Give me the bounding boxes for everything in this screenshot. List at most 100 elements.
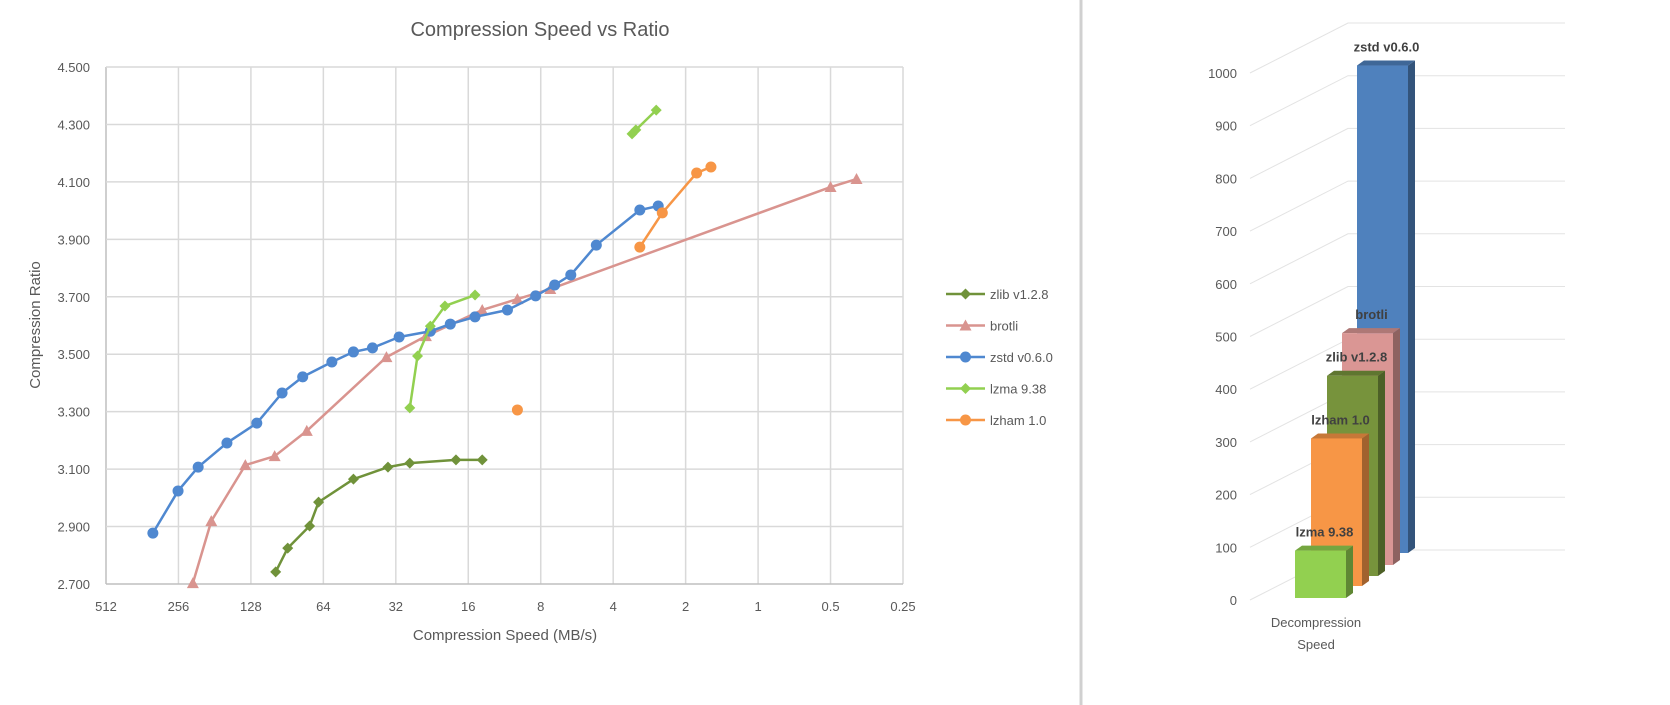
bar-y-tick-label: 300 [1215, 435, 1237, 450]
data-point [268, 450, 281, 462]
bar-y-tick-label: 600 [1215, 277, 1237, 292]
bars: zstd v0.6.0 brotli zlib v1.2.8 lzham 1.0 lzm… [1295, 40, 1419, 598]
data-point [630, 124, 642, 136]
y-tick-label: 3.300 [57, 405, 90, 420]
series-line [151, 204, 659, 534]
data-point [270, 566, 282, 578]
series-group [147, 104, 863, 589]
bar-label: zlib v1.2.8 [1326, 350, 1387, 365]
y-tick-label: 3.700 [57, 290, 90, 305]
bar-y-tick-label: 900 [1215, 119, 1237, 134]
bar-y-tick-label: 0 [1230, 593, 1237, 608]
x-tick-label: 0.5 [822, 599, 840, 614]
data-point [172, 485, 184, 497]
x-axis-label: Compression Speed (MB/s) [413, 627, 597, 644]
legend-marker [959, 319, 972, 331]
bar-y-tick-label: 100 [1215, 540, 1237, 555]
series-line [274, 458, 483, 573]
speed-ratio-chart: Compression Speed vs Ratio 512 256 128 64 32… [27, 19, 1053, 644]
bar-y-tick-label: 500 [1215, 330, 1237, 345]
bar-side [1378, 370, 1385, 576]
series-zlib-v1-2-8 [270, 454, 488, 578]
bar-top [1295, 545, 1353, 551]
data-point [450, 454, 462, 466]
bar-gridline [1249, 286, 1565, 337]
data-point [205, 515, 218, 527]
bar-y-tick-label: 800 [1215, 171, 1237, 186]
x-tick-label: 32 [389, 599, 403, 614]
x-tick-label: 512 [95, 599, 117, 614]
series-zstd-v0-6-0 [147, 200, 664, 539]
legend-marker [960, 414, 971, 426]
y-tick-label: 3.100 [57, 462, 90, 477]
data-point [297, 371, 309, 383]
legend-label: zstd v0.6.0 [990, 350, 1053, 365]
series-line [408, 293, 476, 409]
data-point [565, 269, 577, 281]
data-point [469, 289, 481, 301]
y-tick-label: 3.900 [57, 232, 90, 247]
x-axis-ticks: 512 256 128 64 32 16 8 4 2 1 0.5 0.25 [95, 599, 916, 614]
bar-y-tick-label: 700 [1215, 224, 1237, 239]
bar-gridline [1249, 233, 1565, 285]
legend-label: zlib v1.2.8 [990, 287, 1049, 302]
data-point [444, 318, 456, 330]
data-point [691, 167, 703, 179]
bar-side [1408, 60, 1415, 554]
bar-label: zstd v0.6.0 [1354, 40, 1420, 55]
x-tick-label: 4 [610, 599, 617, 614]
y-tick-label: 4.300 [57, 117, 90, 132]
data-point [186, 577, 199, 589]
legend-label: lzham 1.0 [990, 413, 1046, 428]
data-point [276, 387, 288, 399]
y-tick-label: 4.100 [57, 175, 90, 190]
data-point [476, 454, 488, 466]
bar-gridline [1249, 22, 1565, 74]
grid [105, 66, 904, 585]
bar-y-tick-label: 400 [1215, 382, 1237, 397]
data-point [469, 311, 481, 323]
x-tick-label: 2 [682, 599, 689, 614]
bar-top [1357, 60, 1415, 66]
data-point [412, 350, 424, 362]
data-point [439, 300, 451, 312]
bar-label: brotli [1355, 307, 1388, 322]
legend-item: lzham 1.0 [946, 413, 1046, 428]
bar-top [1342, 328, 1400, 334]
x-tick-label: 8 [537, 599, 544, 614]
legend-item: zstd v0.6.0 [946, 350, 1053, 365]
legend: zlib v1.2.8 brotli zstd v0.6.0 lzma 9.38 lzh… [946, 287, 1053, 428]
bar-category-label-line2: Speed [1297, 637, 1335, 652]
legend-item: zlib v1.2.8 [946, 287, 1049, 302]
x-tick-label: 256 [168, 599, 190, 614]
data-point [239, 459, 252, 471]
legend-marker [960, 351, 971, 363]
data-point [501, 304, 513, 316]
data-point [511, 293, 524, 305]
data-point [634, 204, 646, 216]
data-point [476, 303, 489, 315]
x-tick-label: 64 [316, 599, 330, 614]
data-point [304, 520, 316, 532]
y-tick-label: 2.900 [57, 520, 90, 535]
bar-gridline [1249, 180, 1565, 232]
data-point [404, 402, 416, 414]
data-point [251, 417, 263, 429]
bar-y-ticks: 0 100 200 300 400 500 600 700 800 900 1000 [1208, 66, 1237, 608]
data-point [347, 346, 359, 358]
data-point [705, 161, 717, 173]
bar-label: lzma 9.38 [1296, 525, 1354, 540]
series-line [191, 177, 857, 584]
bar-side [1362, 433, 1369, 586]
data-point [366, 342, 378, 354]
bar-front [1295, 550, 1346, 598]
y-tick-label: 4.500 [57, 60, 90, 75]
legend-item: brotli [946, 319, 1018, 334]
series-lzham-1-0 [511, 161, 717, 416]
bar-side [1393, 328, 1400, 565]
data-point [326, 356, 338, 368]
bar-gridline [1249, 127, 1565, 179]
data-point [424, 320, 436, 332]
data-point [511, 404, 523, 416]
data-point [824, 181, 837, 193]
